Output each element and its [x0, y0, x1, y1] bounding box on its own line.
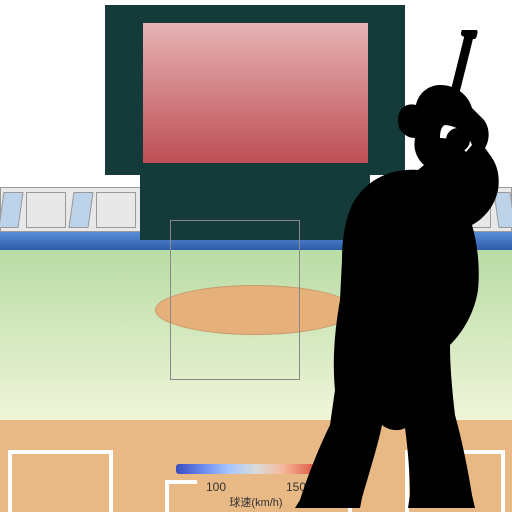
strike-zone	[170, 220, 300, 380]
tick-100: 100	[206, 480, 226, 494]
stage: 100 150 球速(km/h)	[0, 0, 512, 512]
batter-silhouette	[290, 30, 510, 510]
